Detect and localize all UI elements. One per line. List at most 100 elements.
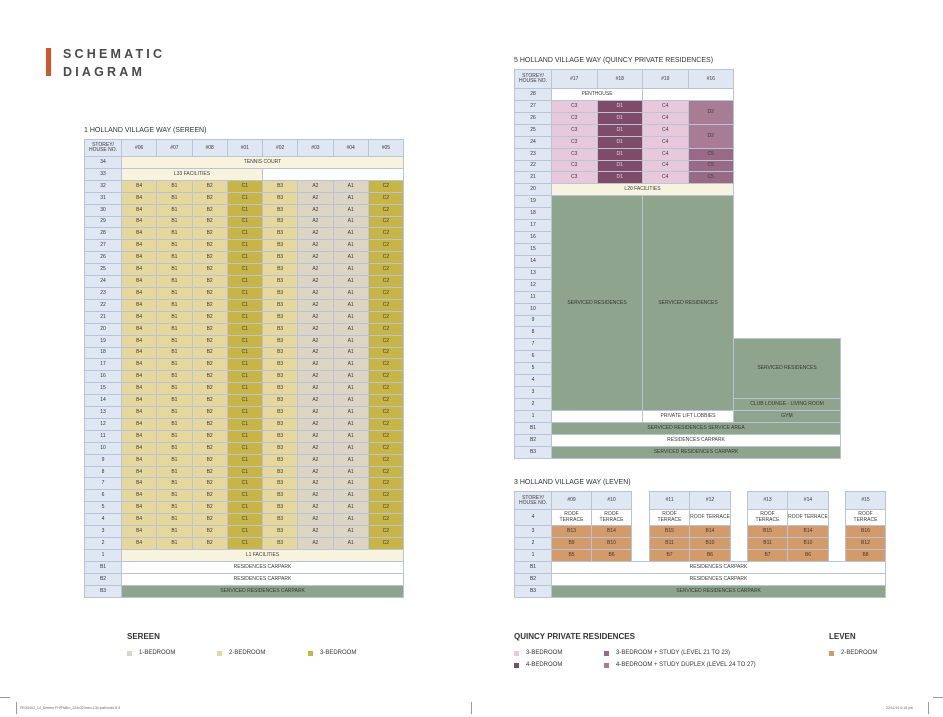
unit-cell: B2: [191, 191, 228, 205]
unit-cell: A2: [297, 310, 334, 324]
unit-cell: C1: [226, 382, 264, 396]
serviced-residences-extra: SERVICED RESIDENCES: [733, 338, 841, 399]
unit-cell: C3: [551, 159, 598, 173]
legend-item: 2-BEDROOM: [217, 650, 265, 656]
storey-label: 18: [84, 346, 122, 360]
swatch-icon: [127, 650, 132, 656]
unit-cell: B1: [156, 275, 193, 288]
storey-header: STOREY/ HOUSE NO.: [84, 139, 122, 157]
table-row: B1 RESIDENCES CARPARK: [514, 561, 886, 574]
storey-label: 3: [84, 525, 122, 538]
unit-cell: B1: [156, 477, 193, 491]
storey-label: 31: [84, 191, 122, 205]
unit-cell: C3: [551, 123, 598, 137]
table-row: 28 B4 B1 B2 C1 B3 A2 A1 C2: [84, 227, 405, 241]
unit-cell: C1: [226, 513, 264, 527]
unit-cell: B2: [191, 263, 228, 277]
unit-cell: B3: [261, 382, 299, 396]
unit-cell: B9: [551, 537, 592, 550]
unit-cell: A2: [297, 298, 334, 312]
unit-cell: A1: [332, 406, 369, 419]
roof-terrace: ROOF TERRACE: [591, 509, 632, 526]
unit-cell: B2: [191, 525, 228, 538]
unit-cell: A1: [332, 251, 369, 265]
gap: [731, 510, 748, 526]
unit-cell: A2: [297, 239, 334, 253]
floor-use: SERVICED RESIDENCES SERVICE AREA: [551, 421, 841, 435]
club-lounge: CLUB LOUNGE - LIVING ROOM: [733, 397, 841, 411]
unit-cell: B1: [156, 465, 193, 479]
unit-cell: B4: [120, 477, 158, 491]
unit-cell: A1: [332, 286, 369, 300]
unit-cell: B5: [551, 549, 592, 562]
unit-cell: B4: [120, 394, 158, 408]
unit-cell: B1: [156, 298, 193, 312]
empty-cell: [642, 88, 734, 101]
unit-cell: D1: [596, 135, 643, 149]
empty: [734, 196, 841, 208]
unit-cell: C1: [226, 429, 264, 443]
unit-cell: B3: [261, 346, 299, 360]
unit-cell: C2: [367, 513, 405, 527]
unit-cell: A1: [332, 525, 369, 538]
unit-cell: C2: [367, 441, 405, 455]
unit-cell: B1: [156, 429, 193, 443]
unit-cell: B1: [156, 537, 193, 550]
table-row: 25 C3 D1 C4 D2: [514, 123, 841, 149]
table-row: 7 SERVICED RESIDENCES: [514, 338, 841, 399]
table-row: B2 RESIDENCES CARPARK: [514, 573, 886, 586]
unit-cell: B8: [845, 549, 886, 562]
unit-cell: A2: [297, 406, 334, 419]
unit-cell: B12: [845, 537, 886, 550]
table-row: 15: [514, 242, 841, 256]
unit-cell: C2: [367, 203, 405, 217]
unit-cell: B3: [261, 394, 299, 408]
unit-cell: C1: [226, 346, 264, 360]
legend-label: 2-BEDROOM: [229, 650, 266, 656]
unit-cell: C2: [367, 191, 405, 205]
unit-cell: B4: [120, 310, 158, 324]
unit-cell: C2: [367, 179, 405, 193]
unit-cell: B1: [156, 489, 193, 503]
legend-item: 2-BEDROOM: [829, 650, 877, 656]
unit-cell: C2: [367, 394, 405, 408]
unit-cell: C2: [367, 453, 405, 467]
storey-label: 26: [514, 111, 552, 125]
unit-cell: B15: [649, 525, 690, 538]
unit-cell: C1: [226, 286, 264, 300]
storey-label: 5: [514, 362, 552, 376]
house-header: #11: [649, 491, 690, 510]
floor-use: RESIDENCES CARPARK: [121, 560, 404, 574]
unit-cell: B1: [156, 513, 193, 527]
legend-sereen-title: SEREEN: [127, 632, 160, 641]
gap: [829, 510, 846, 526]
table-row: 1 PRIVATE LIFT LOBBIES GYM: [514, 409, 841, 423]
unit-cell: A2: [297, 215, 334, 229]
floor-use: RESIDENCES CARPARK: [551, 573, 886, 586]
unit-cell: B1: [156, 453, 193, 467]
unit-cell: C2: [367, 465, 405, 479]
empty: [734, 220, 841, 232]
unit-cell: B3: [261, 477, 299, 491]
storey-label: 23: [84, 286, 122, 300]
unit-cell: C1: [226, 465, 264, 479]
table-row: 1 B5 B6 B7 B6 B7 B6 B8: [514, 549, 886, 562]
storey-label: 14: [514, 254, 552, 268]
roof-terrace: ROOF TERRACE: [747, 509, 788, 526]
unit-cell: D1: [596, 159, 643, 173]
gap: [829, 526, 846, 538]
unit-cell: A1: [332, 417, 369, 431]
unit-cell: A2: [297, 394, 334, 408]
storey-header: STOREY/ HOUSE NO.: [514, 69, 552, 89]
swatch-icon: [604, 650, 609, 656]
unit-cell: B4: [120, 417, 158, 431]
unit-cell: B2: [191, 394, 228, 408]
storey-label: B2: [514, 433, 552, 447]
unit-cell: B3: [261, 310, 299, 324]
unit-cell: C2: [367, 370, 405, 384]
unit-cell: B1: [156, 263, 193, 277]
table-row: 20 L20 FACILITIES: [514, 183, 841, 197]
house-header: #15: [845, 491, 886, 510]
unit-cell: A2: [297, 489, 334, 503]
unit-cell: B1: [156, 346, 193, 360]
